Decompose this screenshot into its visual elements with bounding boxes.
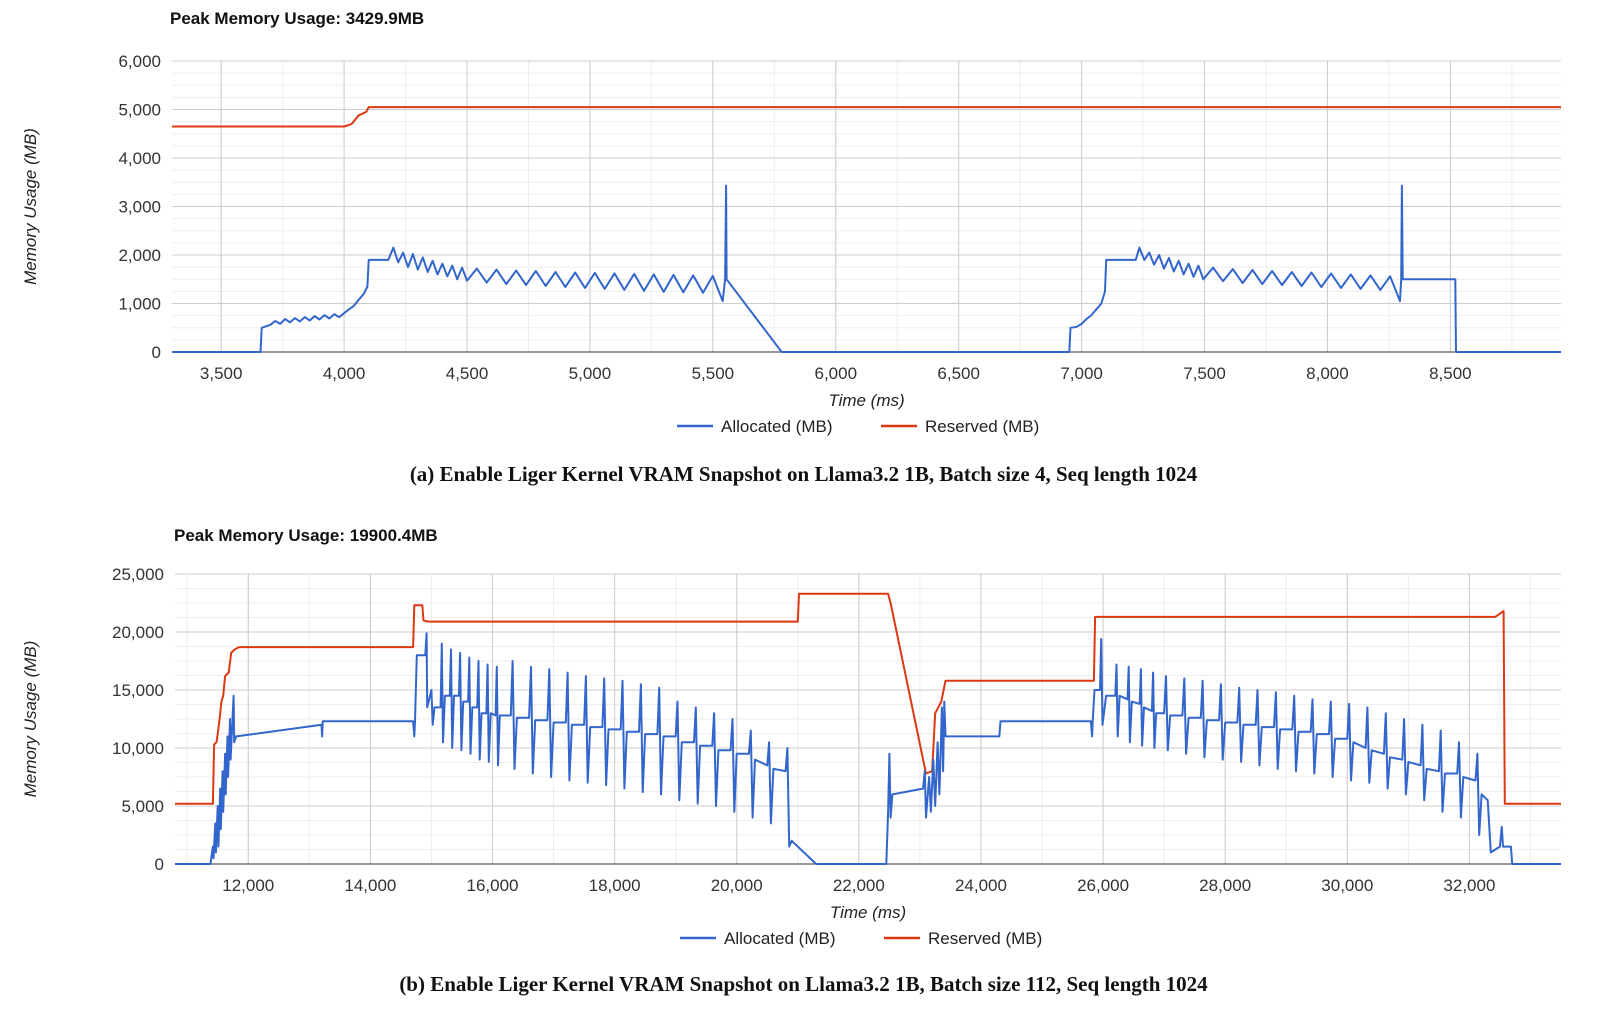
x-tick-label: 6,000 bbox=[814, 364, 857, 383]
y-tick-label: 15,000 bbox=[112, 681, 164, 700]
x-tick-label: 4,000 bbox=[323, 364, 366, 383]
y-tick-label: 25,000 bbox=[112, 565, 164, 584]
x-axis-title: Time (ms) bbox=[830, 903, 906, 922]
x-tick-label: 12,000 bbox=[222, 876, 274, 895]
chart-panel-a: Peak Memory Usage: 3429.9MB 3,500 4,000 4,… bbox=[0, 0, 1607, 505]
x-tick-label: 18,000 bbox=[589, 876, 641, 895]
x-axis-title: Time (ms) bbox=[828, 391, 904, 410]
x-tick-label: 26,000 bbox=[1077, 876, 1129, 895]
x-tick-label: 22,000 bbox=[833, 876, 885, 895]
reserved-series-line bbox=[172, 106, 1561, 128]
x-tick-label: 4,500 bbox=[446, 364, 489, 383]
peak-memory-title: Peak Memory Usage: 19900.4MB bbox=[174, 526, 438, 545]
y-tick-label: 20,000 bbox=[112, 623, 164, 642]
y-tick-label: 5,000 bbox=[118, 101, 161, 120]
x-tick-label: 24,000 bbox=[955, 876, 1007, 895]
reserved-series-line bbox=[175, 592, 1561, 805]
x-tick-label: 5,000 bbox=[569, 364, 612, 383]
x-tick-label: 7,500 bbox=[1183, 364, 1226, 383]
y-tick-label: 5,000 bbox=[121, 797, 164, 816]
y-tick-label: 3,000 bbox=[118, 198, 161, 217]
chart-caption: (a) Enable Liger Kernel VRAM Snapshot on… bbox=[409, 462, 1198, 486]
legend-reserved-label: Reserved (MB) bbox=[925, 417, 1039, 436]
x-tick-label: 5,500 bbox=[692, 364, 735, 383]
x-tick-label: 8,500 bbox=[1429, 364, 1472, 383]
y-tick-label: 10,000 bbox=[112, 739, 164, 758]
legend-reserved-label: Reserved (MB) bbox=[928, 929, 1042, 948]
chart-panel-b: Peak Memory Usage: 19900.4MB 12,000 14,00… bbox=[0, 522, 1607, 1028]
y-tick-label: 0 bbox=[155, 855, 164, 874]
x-tick-label: 14,000 bbox=[344, 876, 396, 895]
y-tick-label: 2,000 bbox=[118, 246, 161, 265]
peak-memory-title: Peak Memory Usage: 3429.9MB bbox=[170, 9, 425, 28]
allocated-series-line bbox=[172, 184, 1561, 353]
chart-a: 3,500 4,000 4,500 5,000 5,500 6,000 6,500 7,000… bbox=[21, 52, 1561, 436]
x-tick-label: 3,500 bbox=[200, 364, 243, 383]
y-tick-label: 0 bbox=[152, 343, 161, 362]
y-axis-title: Memory Usage (MB) bbox=[21, 641, 40, 798]
y-tick-label: 4,000 bbox=[118, 149, 161, 168]
x-tick-label: 30,000 bbox=[1321, 876, 1373, 895]
x-tick-label: 7,000 bbox=[1060, 364, 1103, 383]
x-tick-label: 16,000 bbox=[466, 876, 518, 895]
y-axis-title: Memory Usage (MB) bbox=[21, 128, 40, 285]
chart-caption: (b) Enable Liger Kernel VRAM Snapshot on… bbox=[399, 972, 1208, 996]
legend-allocated-label: Allocated (MB) bbox=[724, 929, 835, 948]
legend-allocated-label: Allocated (MB) bbox=[721, 417, 832, 436]
y-tick-label: 1,000 bbox=[118, 295, 161, 314]
x-tick-label: 6,500 bbox=[937, 364, 980, 383]
x-tick-label: 28,000 bbox=[1199, 876, 1251, 895]
allocated-series-line bbox=[175, 632, 1561, 865]
y-tick-label: 6,000 bbox=[118, 52, 161, 71]
x-tick-label: 8,000 bbox=[1306, 364, 1349, 383]
chart-b: 12,000 14,000 16,000 18,000 20,000 22,000 24,0… bbox=[21, 565, 1561, 948]
x-tick-label: 20,000 bbox=[711, 876, 763, 895]
x-tick-label: 32,000 bbox=[1443, 876, 1495, 895]
